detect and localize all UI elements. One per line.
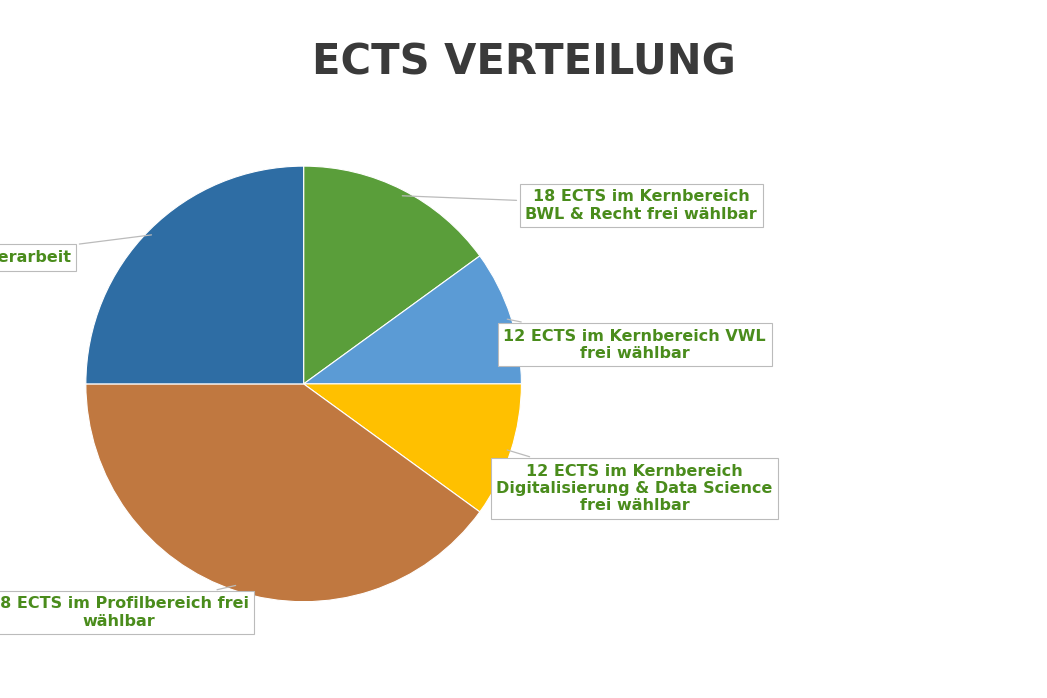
Text: 48 ECTS im Profilbereich frei
wählbar: 48 ECTS im Profilbereich frei wählbar (0, 586, 248, 629)
Text: 30 ECTS Masterarbeit: 30 ECTS Masterarbeit (0, 235, 152, 265)
Text: 12 ECTS im Kernbereich VWL
frei wählbar: 12 ECTS im Kernbereich VWL frei wählbar (504, 319, 766, 361)
Wedge shape (86, 166, 304, 384)
Wedge shape (304, 256, 521, 384)
Wedge shape (304, 166, 480, 384)
Text: ECTS VERTEILUNG: ECTS VERTEILUNG (312, 42, 735, 84)
Text: 12 ECTS im Kernbereich
Digitalisierung & Data Science
frei wählbar: 12 ECTS im Kernbereich Digitalisierung &… (496, 450, 773, 513)
Text: 18 ECTS im Kernbereich
BWL & Recht frei wählbar: 18 ECTS im Kernbereich BWL & Recht frei … (402, 189, 757, 221)
Wedge shape (304, 384, 521, 512)
Wedge shape (86, 384, 480, 602)
